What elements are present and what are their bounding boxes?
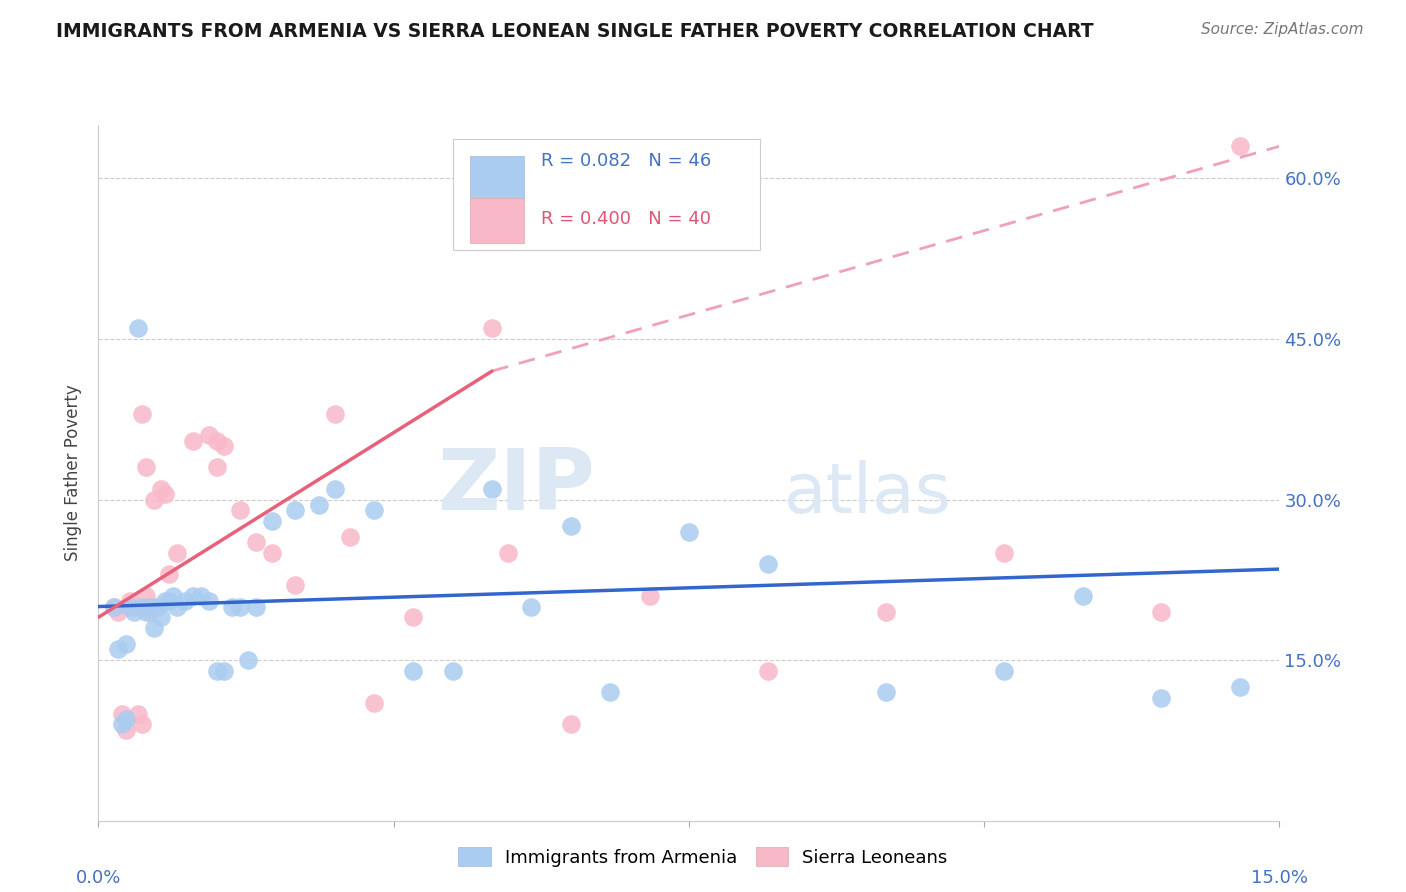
Point [363,696,385,710]
Point [127,321,149,335]
Text: Source: ZipAtlas.com: Source: ZipAtlas.com [1201,22,1364,37]
Point [236,653,259,667]
Point [111,706,134,721]
Point [560,519,582,533]
Point [402,610,425,624]
Point [308,498,330,512]
Text: 0.0%: 0.0% [76,869,121,887]
Point [520,599,543,614]
Text: atlas: atlas [783,460,952,527]
Point [363,503,385,517]
Text: 15.0%: 15.0% [1251,869,1308,887]
Point [115,723,138,737]
Point [135,589,157,603]
Point [135,605,157,619]
Text: R = 0.082   N = 46: R = 0.082 N = 46 [541,152,711,170]
Point [131,599,153,614]
Point [678,524,700,539]
Point [111,717,134,731]
Point [103,599,125,614]
Point [560,717,582,731]
Point [260,546,283,560]
Point [131,407,153,421]
Point [1071,589,1094,603]
Point [875,605,897,619]
Point [229,503,252,517]
Point [481,482,503,496]
Point [166,599,188,614]
Point [245,535,267,549]
Point [107,642,129,657]
Point [155,594,177,608]
FancyBboxPatch shape [453,139,759,250]
Point [284,503,307,517]
Point [205,460,228,475]
Point [1229,139,1251,153]
Legend: Immigrants from Armenia, Sierra Leoneans: Immigrants from Armenia, Sierra Leoneans [451,840,955,874]
Point [103,599,125,614]
Point [146,599,169,614]
Point [599,685,621,699]
Point [214,664,236,678]
Point [118,599,141,614]
Point [174,594,197,608]
Point [993,546,1015,560]
Point [157,594,180,608]
Point [181,434,204,448]
Point [122,605,145,619]
Point [284,578,307,592]
Point [496,546,519,560]
Point [150,610,173,624]
Text: IMMIGRANTS FROM ARMENIA VS SIERRA LEONEAN SINGLE FATHER POVERTY CORRELATION CHAR: IMMIGRANTS FROM ARMENIA VS SIERRA LEONEA… [56,22,1094,41]
Point [135,460,157,475]
Point [441,664,464,678]
Point [993,664,1015,678]
Point [205,434,228,448]
Point [138,605,160,619]
Point [1150,605,1173,619]
Point [190,589,212,603]
Point [138,599,160,614]
Point [115,637,138,651]
Point [157,567,180,582]
Point [197,594,219,608]
Point [323,407,346,421]
Point [756,557,779,571]
Point [166,546,188,560]
Text: ZIP: ZIP [437,445,595,528]
Point [260,514,283,528]
Point [402,664,425,678]
Point [638,589,661,603]
Point [142,621,165,635]
Point [1150,690,1173,705]
Point [221,599,243,614]
Point [127,706,149,721]
Point [323,482,346,496]
Point [756,664,779,678]
Point [107,605,129,619]
Y-axis label: Single Father Poverty: Single Father Poverty [65,384,83,561]
Point [146,599,169,614]
Point [481,321,503,335]
Point [875,685,897,699]
Text: R = 0.400   N = 40: R = 0.400 N = 40 [541,210,711,227]
Point [339,530,361,544]
Point [115,712,138,726]
FancyBboxPatch shape [471,156,523,202]
Point [245,599,267,614]
Point [205,664,228,678]
Point [118,594,141,608]
Point [181,589,204,603]
Point [197,428,219,442]
Point [155,487,177,501]
Point [142,492,165,507]
Point [229,599,252,614]
Point [150,482,173,496]
Point [214,439,236,453]
FancyBboxPatch shape [471,198,523,244]
Point [131,717,153,731]
Point [1229,680,1251,694]
Point [162,589,184,603]
Point [122,599,145,614]
